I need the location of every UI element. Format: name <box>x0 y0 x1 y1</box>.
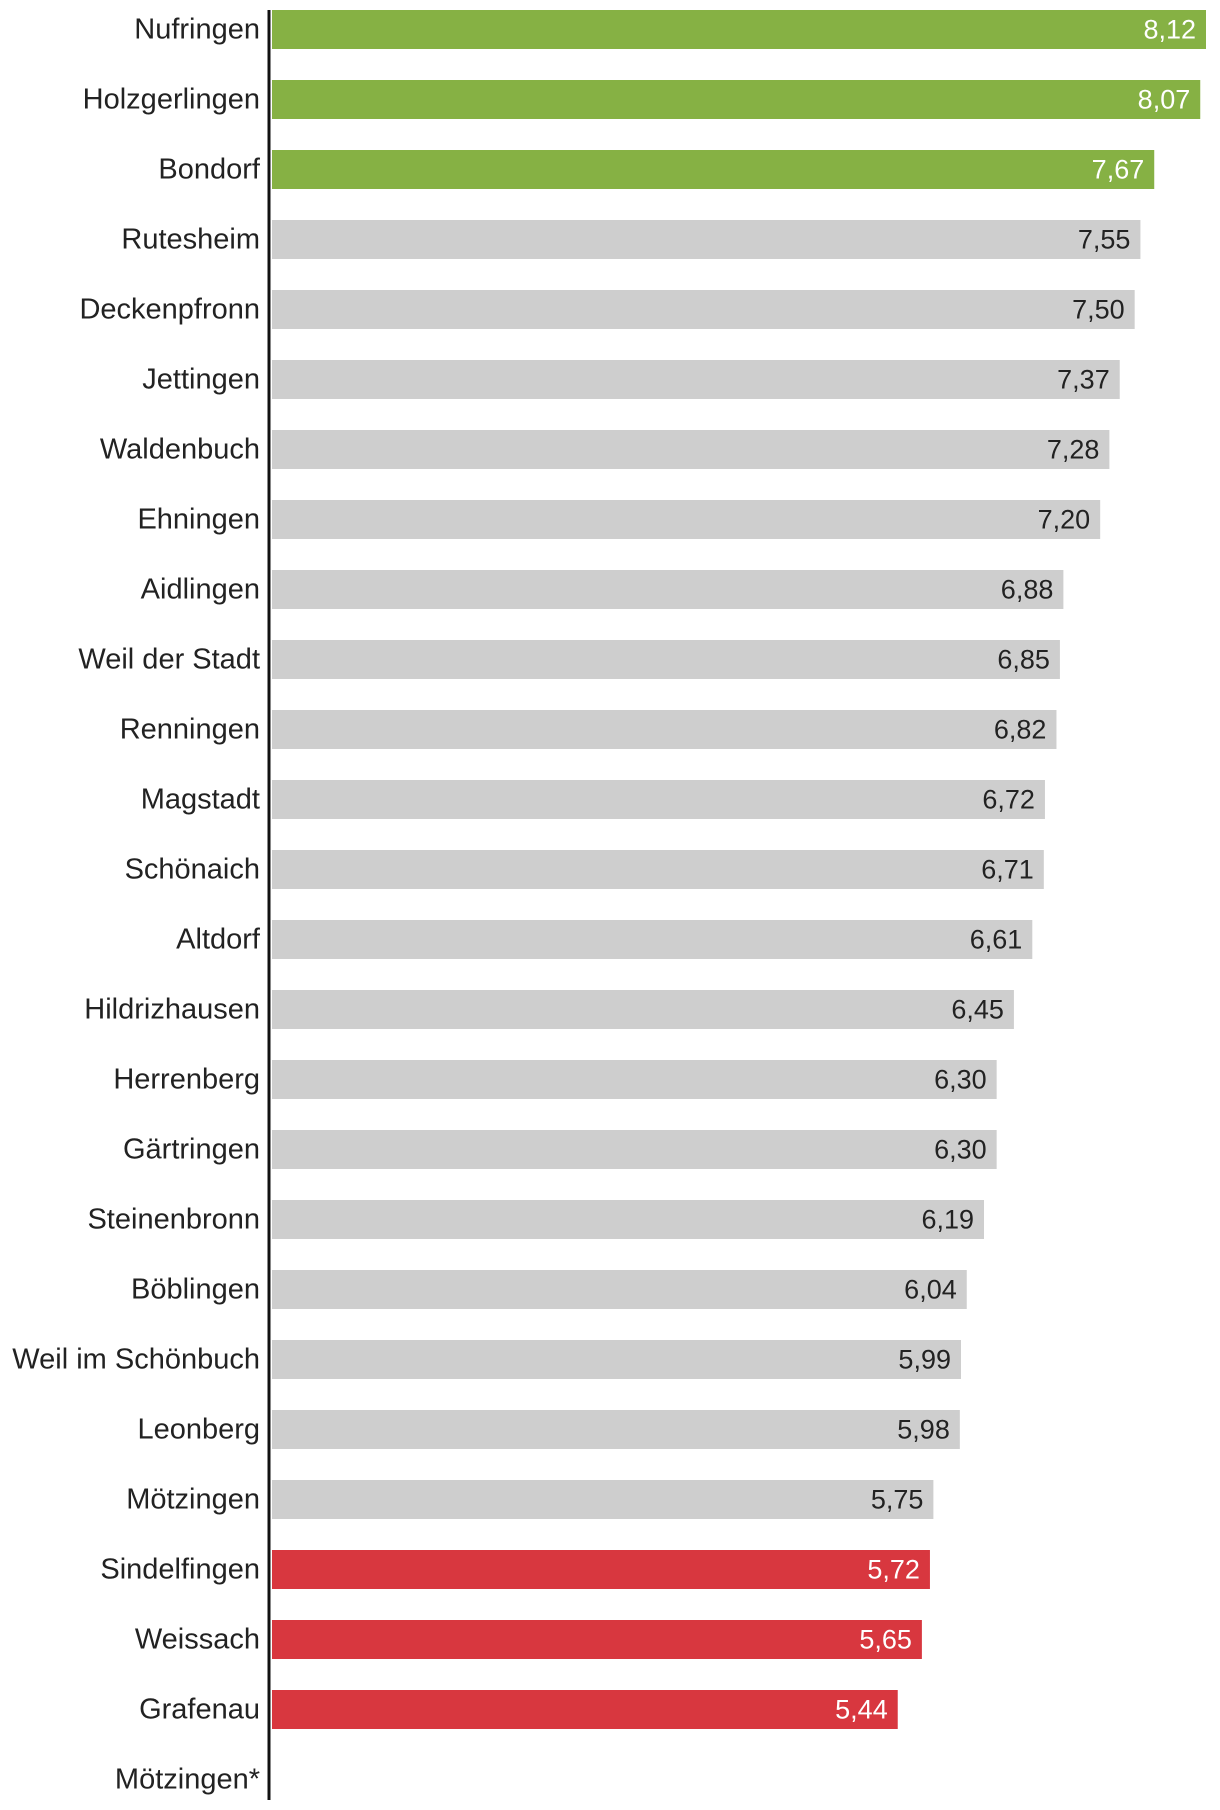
category-label-waldenbuch: Waldenbuch <box>100 434 260 466</box>
bar-rutesheim <box>272 220 1141 259</box>
value-label-moetzingen: 5,75 <box>871 1485 924 1515</box>
category-label-weissach: Weissach <box>135 1624 260 1656</box>
bars-group: 8,12 8,07 7,67 7,55 7,50 7,37 7,28 7,20 6,88 6,85… <box>272 10 1206 1729</box>
value-label-weil-der-stadt: 6,85 <box>997 645 1050 675</box>
category-label-rutesheim: Rutesheim <box>121 224 260 256</box>
bar-herrenberg <box>272 1060 997 1099</box>
bar-moetzingen <box>272 1480 934 1519</box>
value-label-holzgerlingen: 8,07 <box>1138 85 1191 115</box>
category-label-ehningen: Ehningen <box>137 504 260 536</box>
value-label-magstadt: 6,72 <box>982 785 1035 815</box>
value-label-nufringen: 8,12 <box>1143 15 1196 45</box>
value-label-weissach: 5,65 <box>859 1625 912 1655</box>
bar-hildrizhausen <box>272 990 1014 1029</box>
category-label-weil-der-stadt: Weil der Stadt <box>78 644 260 676</box>
category-label-weil-im-schoenbuch: Weil im Schönbuch <box>12 1344 260 1376</box>
bar-ehningen <box>272 500 1101 539</box>
value-label-rutesheim: 7,55 <box>1078 225 1131 255</box>
value-label-hildrizhausen: 6,45 <box>951 995 1004 1025</box>
value-label-sindelfingen: 5,72 <box>867 1555 920 1585</box>
value-label-waldenbuch: 7,28 <box>1047 435 1100 465</box>
bar-renningen <box>272 710 1057 749</box>
category-label-boeblingen: Böblingen <box>131 1274 260 1306</box>
bar-sindelfingen <box>272 1550 930 1589</box>
category-label-sindelfingen: Sindelfingen <box>100 1554 260 1586</box>
bar-altdorf <box>272 920 1033 959</box>
category-label-moetzingen-star: Mötzingen* <box>115 1764 260 1796</box>
value-label-boeblingen: 6,04 <box>904 1275 957 1305</box>
bar-deckenpfronn <box>272 290 1135 329</box>
value-label-aidlingen: 6,88 <box>1001 575 1054 605</box>
value-label-herrenberg: 6,30 <box>934 1065 987 1095</box>
bar-holzgerlingen <box>272 80 1201 119</box>
bar-boeblingen <box>272 1270 967 1309</box>
category-label-holzgerlingen: Holzgerlingen <box>83 84 260 116</box>
value-label-grafenau: 5,44 <box>835 1695 888 1725</box>
category-label-steinenbronn: Steinenbronn <box>87 1204 260 1236</box>
bar-schoenaich <box>272 850 1044 889</box>
category-label-bondorf: Bondorf <box>158 154 261 186</box>
category-label-aidlingen: Aidlingen <box>141 574 260 606</box>
bar-jettingen <box>272 360 1120 399</box>
value-label-bondorf: 7,67 <box>1092 155 1145 185</box>
value-label-renningen: 6,82 <box>994 715 1047 745</box>
category-label-jettingen: Jettingen <box>142 364 260 396</box>
value-label-altdorf: 6,61 <box>970 925 1023 955</box>
bar-magstadt <box>272 780 1045 819</box>
category-labels-group: Nufringen Holzgerlingen Bondorf Rutesheim De… <box>12 14 261 1796</box>
category-label-grafenau: Grafenau <box>139 1694 260 1726</box>
category-label-magstadt: Magstadt <box>141 784 260 816</box>
bar-weil-der-stadt <box>272 640 1060 679</box>
bar-weissach <box>272 1620 922 1659</box>
value-label-deckenpfronn: 7,50 <box>1072 295 1125 325</box>
bar-gaertringen <box>272 1130 997 1169</box>
value-label-ehningen: 7,20 <box>1038 505 1091 535</box>
bar-aidlingen <box>272 570 1064 609</box>
category-label-hildrizhausen: Hildrizhausen <box>84 994 260 1026</box>
category-label-gaertringen: Gärtringen <box>123 1134 260 1166</box>
category-label-schoenaich: Schönaich <box>125 854 260 886</box>
category-label-renningen: Renningen <box>120 714 260 746</box>
bar-weil-im-schoenbuch <box>272 1340 961 1379</box>
value-label-leonberg: 5,98 <box>897 1415 950 1445</box>
category-label-leonberg: Leonberg <box>137 1414 260 1446</box>
value-label-steinenbronn: 6,19 <box>921 1205 974 1235</box>
category-label-nufringen: Nufringen <box>134 14 260 46</box>
bar-steinenbronn <box>272 1200 985 1239</box>
value-label-jettingen: 7,37 <box>1057 365 1110 395</box>
category-label-herrenberg: Herrenberg <box>113 1064 260 1096</box>
value-label-weil-im-schoenbuch: 5,99 <box>898 1345 951 1375</box>
value-label-gaertringen: 6,30 <box>934 1135 987 1165</box>
bar-nufringen <box>272 10 1206 49</box>
value-label-schoenaich: 6,71 <box>981 855 1034 885</box>
category-label-altdorf: Altdorf <box>176 924 261 956</box>
category-label-moetzingen: Mötzingen <box>126 1484 260 1516</box>
bar-bondorf <box>272 150 1155 189</box>
bar-grafenau <box>272 1690 898 1729</box>
category-label-deckenpfronn: Deckenpfronn <box>79 294 260 326</box>
bar-leonberg <box>272 1410 960 1449</box>
bar-waldenbuch <box>272 430 1110 469</box>
